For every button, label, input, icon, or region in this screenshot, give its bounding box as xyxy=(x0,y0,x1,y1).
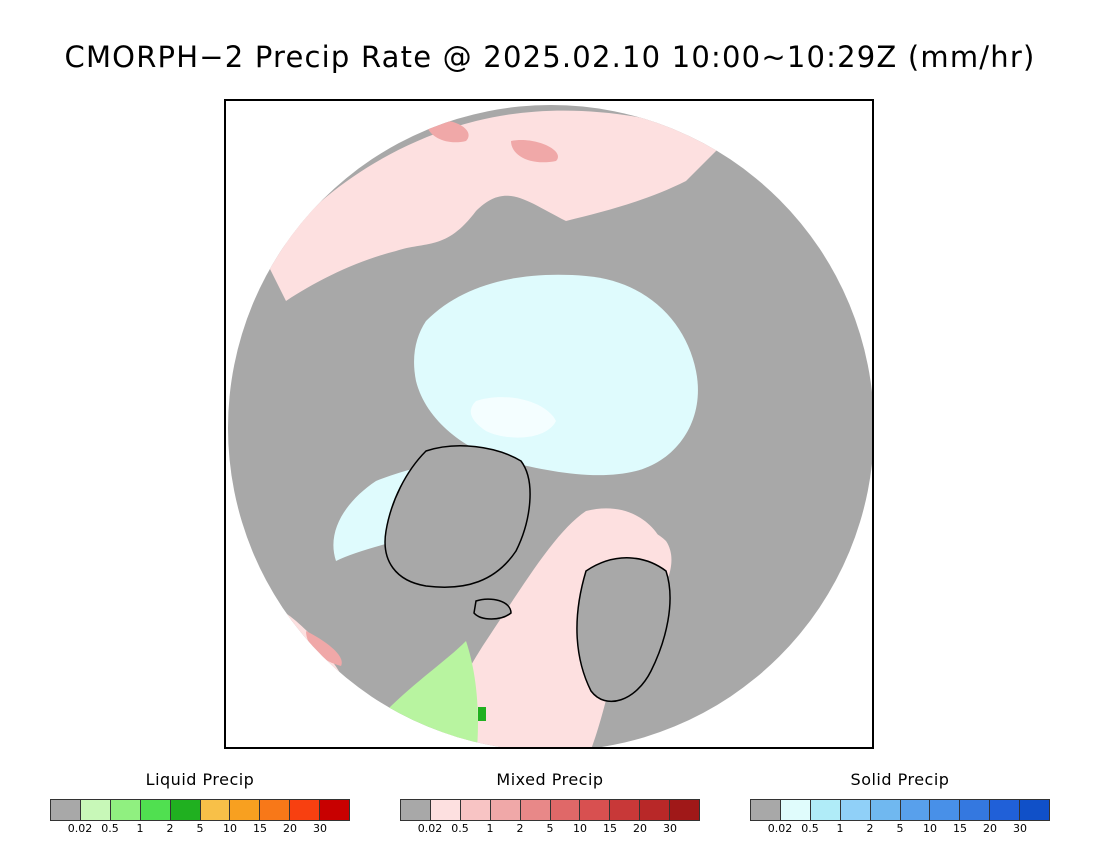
liquid-precip-color-bar xyxy=(50,799,350,821)
gulf-alaska-mixed-area xyxy=(286,161,466,271)
solid-precip-tick-label: 10 xyxy=(923,822,937,835)
solid-precip-swatch xyxy=(780,800,811,820)
mixed-precip-tick-label: 30 xyxy=(663,822,677,835)
solid-precip-tick-label: 0.5 xyxy=(801,822,819,835)
mixed-precip-swatch xyxy=(550,800,581,820)
solid-precip-legend-title: Solid Precip xyxy=(850,770,950,789)
scandinavia-landmass xyxy=(576,557,671,702)
solid-precip-tick-label: 2 xyxy=(866,822,874,835)
liquid-precip-legend: Liquid Precip 0.02 0.5 1 2 5 10 15 20 30 xyxy=(50,770,350,836)
solid-precip-legend: Solid Precip 0.02 0.5 1 2 5 10 15 20 30 xyxy=(750,770,1050,836)
liquid-precip-swatch xyxy=(260,800,291,820)
liquid-precip-heavy-spot xyxy=(478,707,486,721)
map-title: CMORPH−2 Precip Rate @ 2025.02.10 10:00~… xyxy=(64,40,1036,74)
liquid-precip-legend-title: Liquid Precip xyxy=(145,770,255,789)
solid-precip-tick-label: 20 xyxy=(983,822,997,835)
solid-precip-tick-label: 1 xyxy=(836,822,844,835)
map-svg xyxy=(228,105,872,747)
solid-precip-swatch xyxy=(840,800,871,820)
liquid-precip-swatch xyxy=(170,800,201,820)
liquid-precip-swatch xyxy=(200,800,231,820)
liquid-precip-tick-label: 1 xyxy=(136,822,144,835)
mixed-precip-swatch xyxy=(430,800,461,820)
mixed-precip-tick-label: 0.5 xyxy=(451,822,469,835)
solid-precip-tick-label: 5 xyxy=(896,822,904,835)
liquid-precip-tick-label: 0.5 xyxy=(101,822,119,835)
mixed-precip-swatch xyxy=(460,800,491,820)
greenland-landmass xyxy=(384,445,531,588)
mixed-precip-tick-label: 5 xyxy=(546,822,554,835)
liquid-precip-swatch xyxy=(320,800,350,820)
liquid-precip-swatch xyxy=(110,800,141,820)
liquid-precip-swatch xyxy=(140,800,171,820)
mixed-precip-swatch xyxy=(490,800,521,820)
solid-precip-swatch xyxy=(900,800,931,820)
liquid-precip-tick-label: 30 xyxy=(313,822,327,835)
pacific-mixed-moderate xyxy=(511,140,558,163)
mixed-precip-swatch xyxy=(580,800,611,820)
mixed-precip-swatch xyxy=(520,800,551,820)
mixed-precip-tick-label: 20 xyxy=(633,822,647,835)
solid-precip-swatch xyxy=(960,800,991,820)
liquid-precip-tick-label: 15 xyxy=(253,822,267,835)
north-pacific-mixed-area xyxy=(266,110,726,301)
liquid-precip-swatch xyxy=(80,800,111,820)
solid-precip-swatch xyxy=(810,800,841,820)
liquid-precip-tick-labels: 0.02 0.5 1 2 5 10 15 20 30 xyxy=(50,822,350,836)
solid-precip-color-bar xyxy=(750,799,1050,821)
liquid-precip-tick-label: 2 xyxy=(166,822,174,835)
liquid-precip-tick-label: 10 xyxy=(223,822,237,835)
liquid-precip-tick-label: 0.02 xyxy=(67,822,93,835)
solid-precip-tick-label: 0.02 xyxy=(767,822,793,835)
solid-precip-swatch xyxy=(751,800,781,820)
mixed-precip-swatch xyxy=(610,800,641,820)
pole-white-area xyxy=(470,397,556,438)
labrador-mixed-moderate xyxy=(306,631,342,666)
solid-precip-swatch xyxy=(870,800,901,820)
mixed-precip-tick-labels: 0.02 0.5 1 2 5 10 15 20 30 xyxy=(400,822,700,836)
solid-precip-swatch xyxy=(1020,800,1050,820)
polar-precip-map xyxy=(224,99,874,749)
solid-precip-swatch xyxy=(990,800,1021,820)
mixed-precip-color-bar xyxy=(400,799,700,821)
liquid-precip-tick-label: 5 xyxy=(196,822,204,835)
mixed-precip-swatch xyxy=(640,800,671,820)
solid-precip-tick-labels: 0.02 0.5 1 2 5 10 15 20 30 xyxy=(750,822,1050,836)
mixed-precip-legend: Mixed Precip 0.02 0.5 1 2 5 10 15 20 30 xyxy=(400,770,700,836)
liquid-precip-swatch xyxy=(290,800,321,820)
iceland-landmass xyxy=(473,598,512,620)
liquid-precip-swatch xyxy=(230,800,261,820)
liquid-precip-tick-label: 20 xyxy=(283,822,297,835)
mixed-precip-tick-label: 15 xyxy=(603,822,617,835)
mixed-precip-tick-label: 2 xyxy=(516,822,524,835)
solid-precip-tick-label: 15 xyxy=(953,822,967,835)
mixed-precip-legend-title: Mixed Precip xyxy=(496,770,604,789)
mixed-precip-swatch xyxy=(401,800,431,820)
mixed-precip-tick-label: 0.02 xyxy=(417,822,443,835)
mixed-precip-tick-label: 1 xyxy=(486,822,494,835)
solid-precip-tick-label: 30 xyxy=(1013,822,1027,835)
liquid-precip-swatch xyxy=(51,800,81,820)
mixed-precip-swatch xyxy=(670,800,700,820)
mixed-precip-tick-label: 10 xyxy=(573,822,587,835)
solid-precip-swatch xyxy=(930,800,961,820)
